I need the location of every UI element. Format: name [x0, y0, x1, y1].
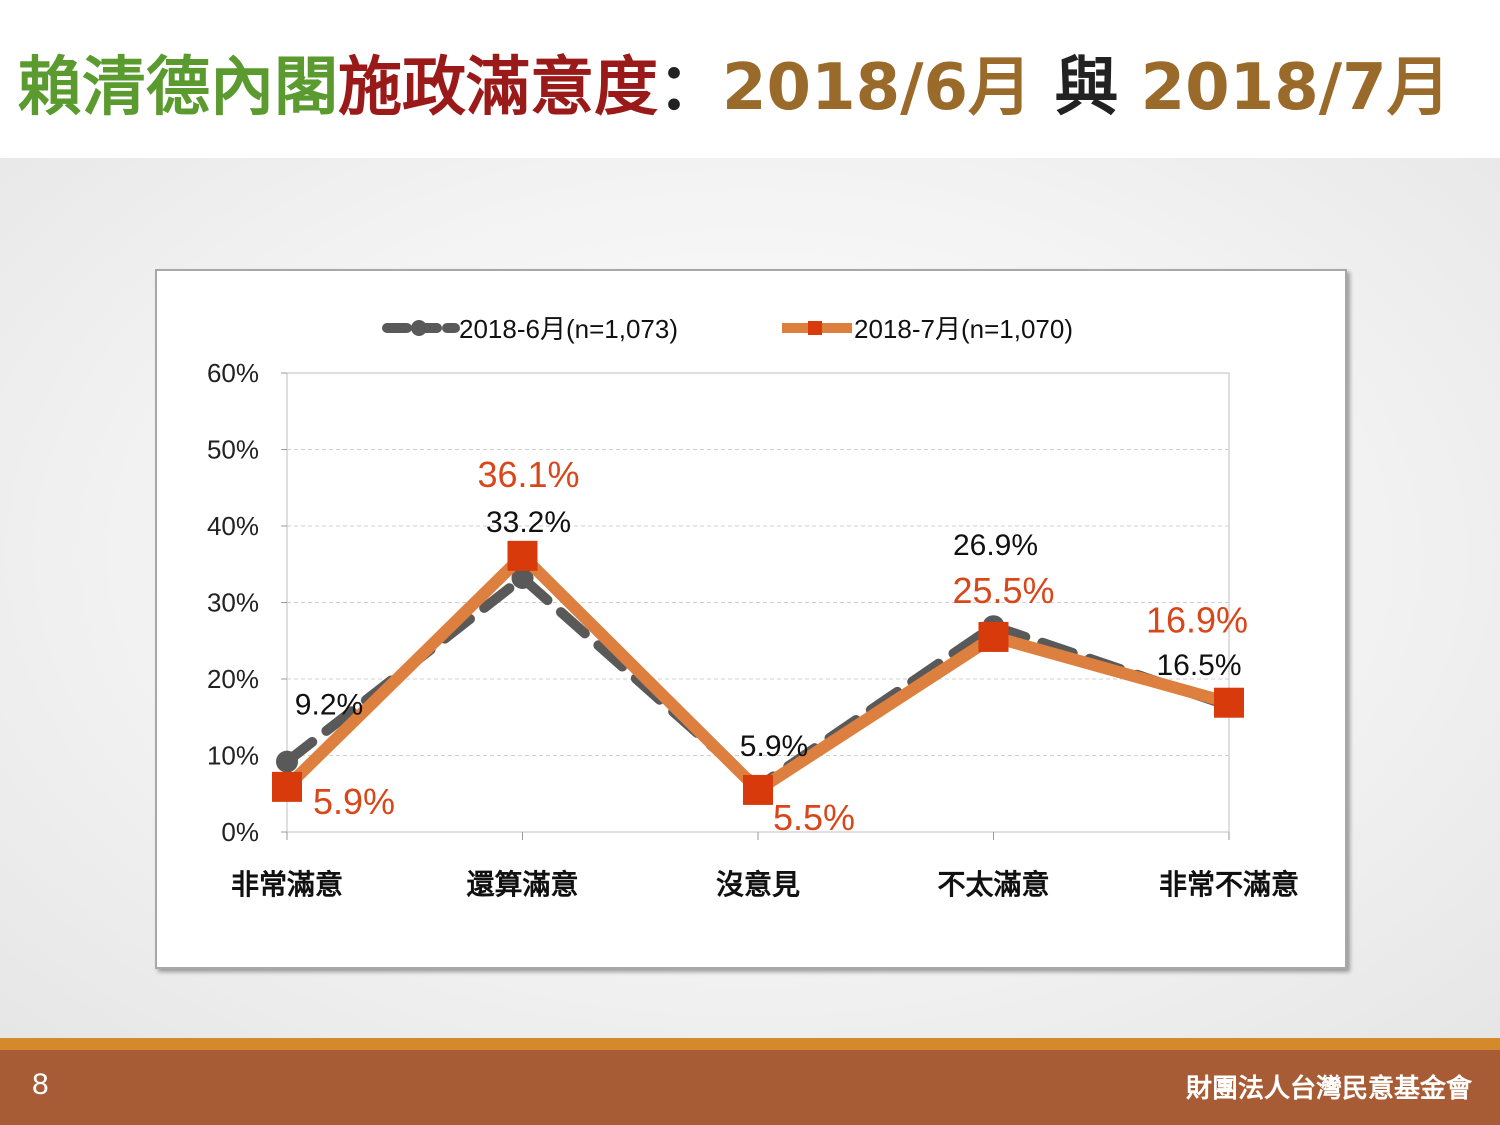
data-label-july: 16.9%: [1146, 600, 1248, 641]
y-tick-label: 10%: [207, 741, 259, 771]
footer-stripe: [0, 1038, 1500, 1050]
data-label-july: 36.1%: [477, 454, 579, 495]
title-separator: ：: [658, 51, 722, 125]
legend-label-july: 2018-7月(n=1,070): [854, 314, 1073, 344]
title-part-and: 與: [1032, 51, 1141, 125]
data-point-july: [507, 540, 538, 571]
data-point-june: [276, 750, 298, 773]
data-label-july: 5.5%: [773, 797, 855, 838]
legend-label-june: 2018-6月(n=1,073): [459, 314, 678, 344]
data-label-june: 5.9%: [740, 730, 808, 763]
y-tick-label: 50%: [207, 435, 259, 465]
data-point-july: [743, 774, 773, 805]
organization-name: 財團法人台灣民意基金會: [1185, 1074, 1472, 1104]
title-bar: 賴清德內閣施政滿意度：2018/6月 與 2018/7月: [0, 0, 1500, 158]
x-category-label: 非常不滿意: [1159, 868, 1299, 901]
x-category-label: 沒意見: [716, 868, 800, 901]
data-point-july: [978, 621, 1009, 652]
footer-bar: [0, 1050, 1500, 1125]
x-category-label: 非常滿意: [231, 868, 343, 901]
title-part-july: 2018/7月: [1140, 51, 1451, 125]
line-chart: 0% 10% 20% 30% 40% 50% 60% 非常滿意 還算滿意 沒意見 不太滿意 非常不滿意…: [207, 314, 1299, 901]
legend-marker-june: [411, 320, 427, 336]
y-tick-label: 60%: [207, 358, 259, 388]
title-part-cabinet: 賴清德內閣: [18, 51, 338, 125]
y-tick-label: 20%: [207, 664, 259, 694]
chart-frame: 0% 10% 20% 30% 40% 50% 60% 非常滿意 還算滿意 沒意見 不太滿意 非常不滿意…: [155, 269, 1347, 969]
data-label-june: 26.9%: [953, 529, 1038, 562]
data-label-june: 16.5%: [1156, 649, 1241, 682]
title-part-june: 2018/6月: [722, 51, 1033, 125]
data-label-june: 9.2%: [295, 689, 363, 722]
data-point-july: [1214, 687, 1244, 718]
data-label-july: 25.5%: [952, 570, 1054, 611]
data-point-july: [272, 771, 302, 802]
title-part-satisfaction: 施政滿意度: [338, 51, 658, 125]
page-number: 8: [32, 1068, 49, 1101]
x-category-label: 還算滿意: [466, 868, 578, 901]
data-label-july: 5.9%: [313, 781, 395, 822]
x-category-label: 不太滿意: [937, 868, 1049, 901]
y-tick-label: 30%: [207, 588, 259, 618]
data-point-june: [511, 567, 534, 590]
data-label-june: 33.2%: [486, 506, 571, 539]
y-tick-label: 0%: [221, 817, 259, 847]
slide-title: 賴清德內閣施政滿意度：2018/6月 與 2018/7月: [18, 48, 1451, 128]
y-tick-label: 40%: [207, 511, 259, 541]
legend-marker-july: [808, 321, 822, 335]
